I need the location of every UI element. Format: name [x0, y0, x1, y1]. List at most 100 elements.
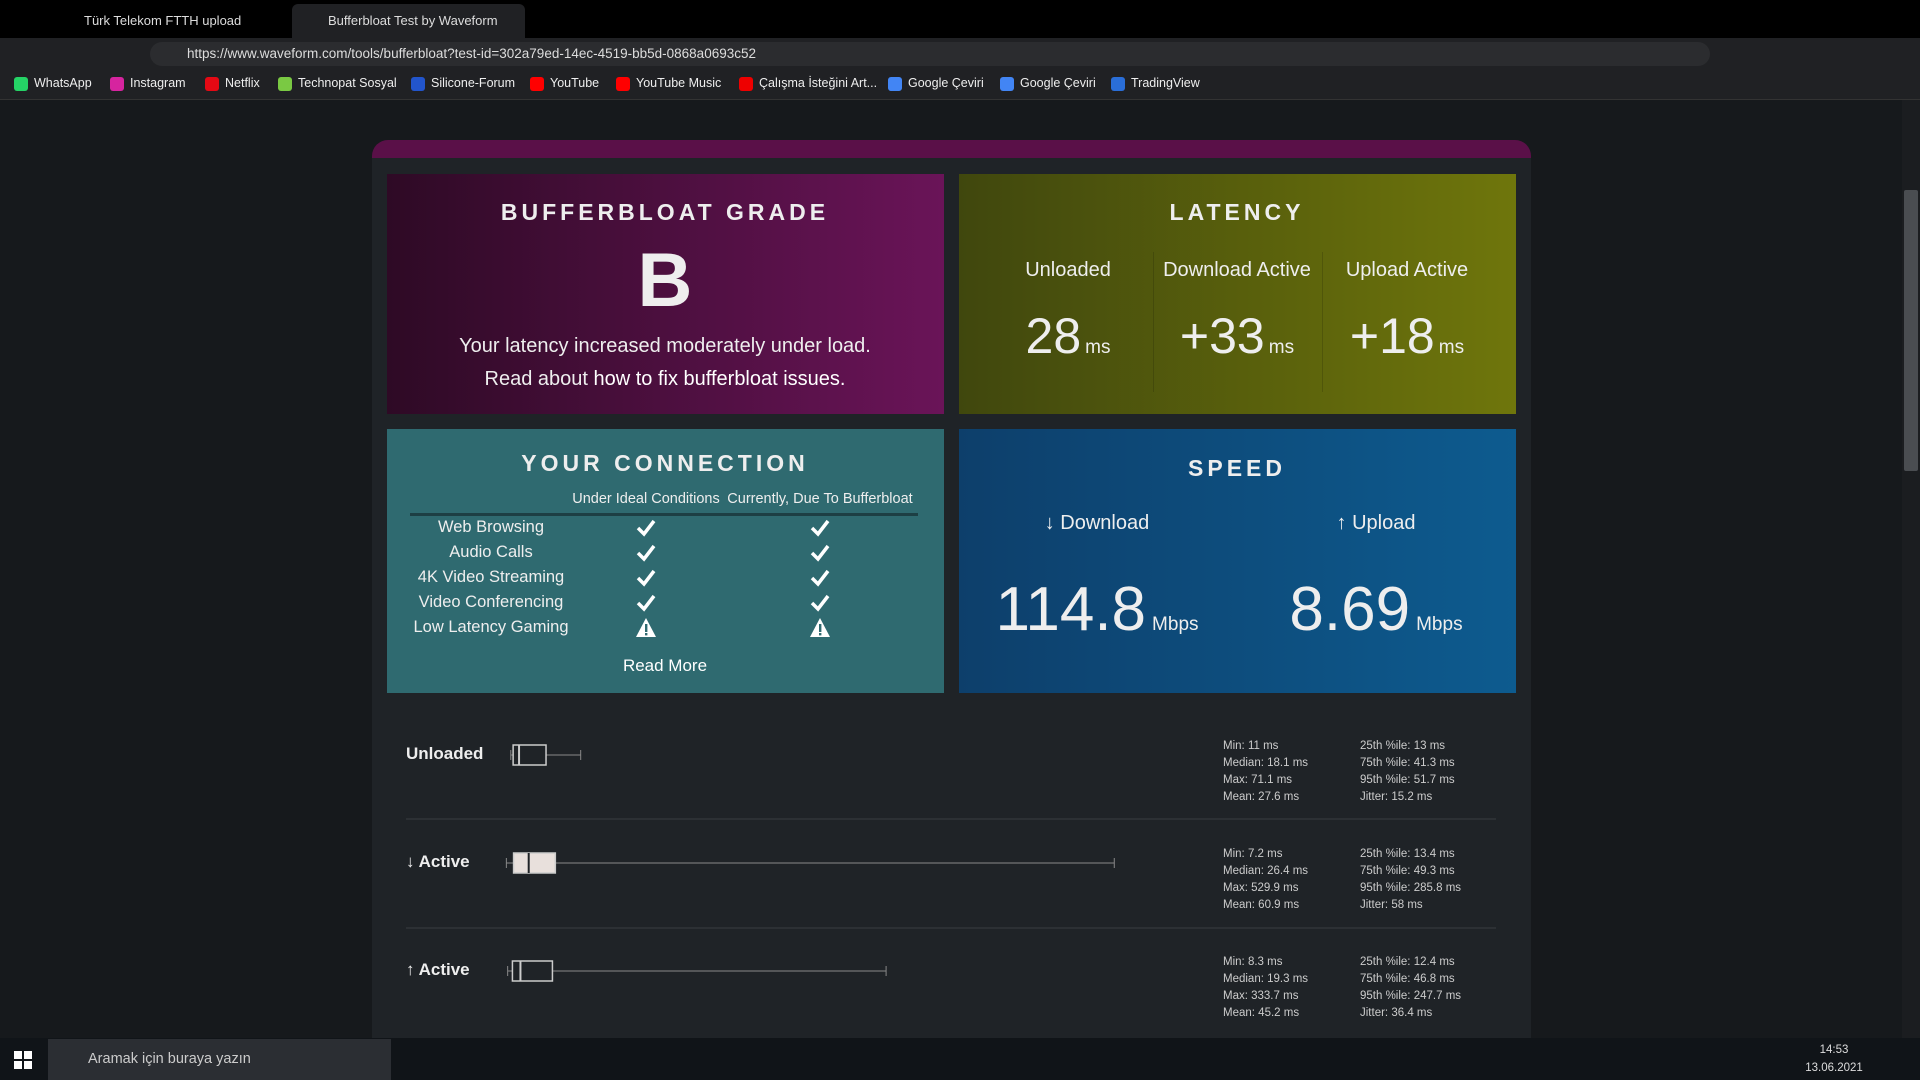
stat: 75th %ile: 49.3 ms [1360, 865, 1455, 877]
tab-bar [0, 0, 1920, 38]
check-icon [810, 569, 830, 587]
stat-unit: ms [1283, 1007, 1300, 1019]
stat-value: 15.2 [1391, 791, 1414, 803]
check-icon [636, 519, 656, 537]
clock-date: 13.06.2021 [1805, 1062, 1863, 1074]
stat: Mean: 45.2 ms [1223, 1007, 1299, 1019]
stat-unit: ms [1439, 865, 1455, 877]
read-more[interactable]: Read More [623, 656, 707, 676]
speed-label: ↓ Download [1044, 512, 1150, 534]
latency-unit: ms [1438, 337, 1465, 358]
header-rule [410, 513, 918, 516]
stat-label: Median: [1223, 757, 1264, 769]
stat-value: 285.8 [1413, 882, 1443, 894]
latency-title: LATENCY [1169, 199, 1305, 225]
stat-unit: ms [1439, 956, 1455, 968]
bookmark[interactable]: WhatsApp [14, 76, 92, 91]
search-box[interactable] [48, 1039, 391, 1080]
latency-number: +18 [1349, 308, 1435, 364]
stat-value: 333.7 [1251, 990, 1280, 1002]
stat-value: 26.4 [1267, 865, 1290, 877]
column-header: Under Ideal Conditions [572, 491, 720, 507]
bookmarks-bar [0, 68, 1920, 100]
check-icon [636, 594, 656, 612]
bookmark[interactable]: YouTube [530, 76, 599, 91]
stat-unit: ms [1416, 1007, 1433, 1019]
stat: 25th %ile: 13 ms [1360, 740, 1445, 752]
scroll-thumb[interactable] [1904, 190, 1918, 471]
stat-label: Mean: [1223, 791, 1255, 803]
stat: 95th %ile: 285.8 ms [1360, 882, 1461, 894]
bookmark[interactable]: TradingView [1111, 76, 1200, 91]
stat-value: 27.6 [1258, 791, 1281, 803]
stat-value: 36.4 [1391, 1007, 1414, 1019]
fix-link[interactable]: how to fix bufferbloat issues. [593, 368, 846, 390]
stat-value: 529.9 [1251, 882, 1280, 894]
read-more-link[interactable]: Read More [622, 656, 708, 675]
grade-desc: Your latency increased moderately under … [459, 335, 871, 357]
stat-label: Max: [1223, 990, 1248, 1002]
check-icon [810, 519, 830, 537]
latency-panel [959, 174, 1516, 414]
bookmark[interactable]: Technopat Sosyal [278, 76, 397, 91]
bookmark[interactable]: Google Çeviri [888, 76, 984, 91]
grade-title: BUFFERBLOAT GRADE [500, 199, 830, 225]
stat-unit: ms [1283, 791, 1300, 803]
stat-unit: ms [1429, 740, 1446, 752]
grade-read: Read about how to fix bufferbloat issues… [485, 368, 846, 391]
stat-value: 8.3 [1247, 956, 1264, 968]
start-button[interactable] [14, 1051, 32, 1069]
latency-unit: ms [1268, 337, 1295, 358]
stat-value: 18.1 [1267, 757, 1290, 769]
stat-label: 95th %ile: [1360, 882, 1411, 894]
tab[interactable]: Türk Telekom FTTH upload yapa [84, 13, 242, 28]
bookmark[interactable]: Çalışma İsteğini Art... [739, 76, 877, 91]
box-plot [510, 744, 582, 766]
warning-icon [636, 618, 656, 637]
latency-value: +33 ms [1180, 306, 1294, 378]
bookmark[interactable]: YouTube Music [616, 76, 721, 91]
latency-label: Download Active [1163, 259, 1311, 281]
speed-unit: Mbps [1152, 614, 1199, 635]
stat: Min: 11 ms [1223, 740, 1278, 752]
read-about: Read about [484, 368, 588, 390]
stat-label: 25th %ile: [1360, 740, 1411, 752]
bookmark[interactable]: Netflix [205, 76, 260, 91]
stat-value: 51.7 [1413, 774, 1437, 786]
stat-unit: ms [1445, 882, 1462, 894]
stat-label: 25th %ile: [1360, 848, 1411, 860]
connection-row-label: Video Conferencing [418, 593, 564, 611]
stat-label: 75th %ile: [1360, 865, 1411, 877]
stat: Jitter: 36.4 ms [1360, 1007, 1432, 1019]
bookmark[interactable]: Silicone-Forum [411, 76, 515, 91]
url[interactable]: https://www.waveform.com/tools/bufferblo… [187, 46, 756, 61]
bookmark[interactable]: Instagram [110, 76, 186, 91]
url-box[interactable] [150, 42, 1710, 66]
grade-panel [387, 174, 944, 414]
stat-label: Jitter: [1360, 899, 1389, 911]
tab[interactable]: Bufferbloat Test by Waveform [328, 13, 498, 28]
check-icon [636, 544, 656, 562]
stat-label: Median: [1223, 865, 1264, 877]
stat: 95th %ile: 51.7 ms [1360, 774, 1455, 786]
clock-time: 14:53 [1819, 1044, 1849, 1056]
speed-number: 114.8 [995, 575, 1147, 644]
stat-label: Jitter: [1360, 791, 1389, 803]
stat-label: 25th %ile: [1360, 956, 1411, 968]
stat-unit: ms [1283, 882, 1299, 894]
latency-value: 28 ms [1026, 306, 1111, 378]
stat-label: Jitter: [1360, 1007, 1389, 1019]
stat-label: 75th %ile: [1360, 973, 1411, 985]
stat-label: Mean: [1223, 899, 1255, 911]
stat-label: Min: [1223, 740, 1245, 752]
latency-label: Unloaded [1025, 259, 1111, 281]
bookmark[interactable]: Google Çeviri [1000, 76, 1096, 91]
check-icon [810, 544, 830, 562]
search-placeholder[interactable]: Aramak için buraya yazın [88, 1051, 251, 1067]
stat-value: 11 [1247, 740, 1260, 752]
stat-value: 7.2 [1247, 848, 1264, 860]
check-icon [636, 569, 656, 587]
stat: Median: 26.4 ms [1223, 865, 1308, 877]
stat-value: 19.3 [1267, 973, 1290, 985]
